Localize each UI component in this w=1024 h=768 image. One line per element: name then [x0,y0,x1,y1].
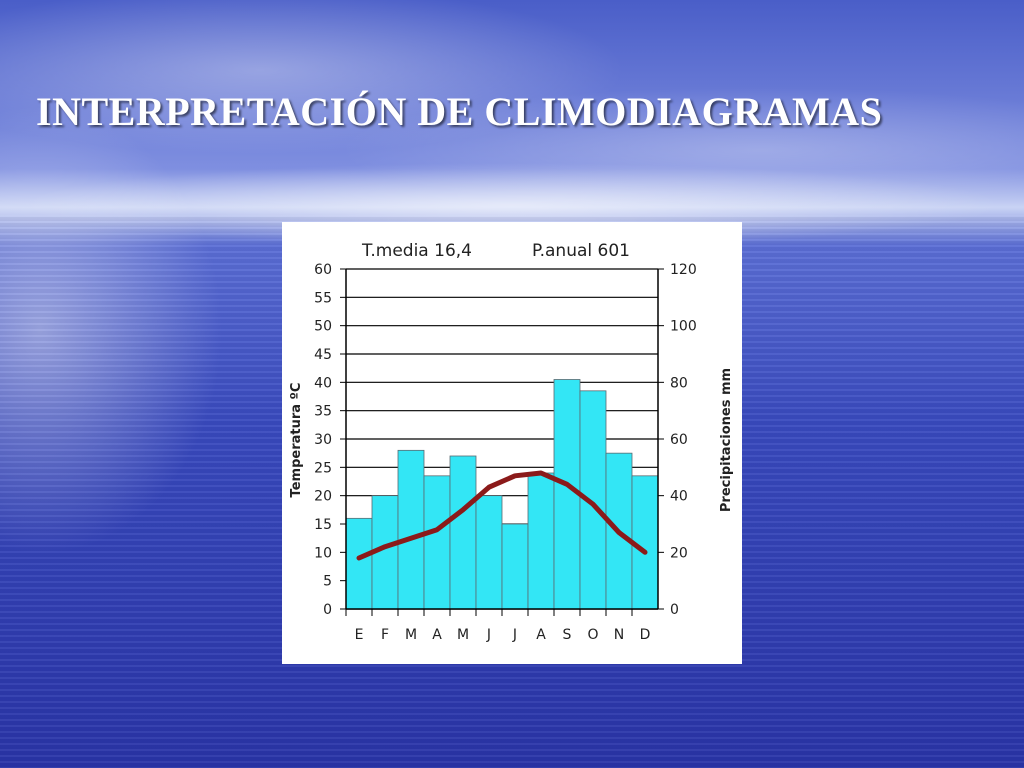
y-tick-label: 40 [314,375,332,391]
climate-chart-card: T.media 16,4 P.anual 601 Temperatura ºC … [282,222,742,664]
chart-title: T.media 16,4 [361,241,472,261]
slide-title: INTERPRETACIÓN DE CLIMODIAGRAMAS [36,89,883,134]
x-tick-label: S [563,627,572,643]
temperature-line [356,470,648,561]
y-tick-label: 15 [314,517,332,533]
x-tick-label: N [614,627,624,643]
precip-bar [449,455,477,610]
y2-tick-label: 60 [670,432,688,448]
y2-tick-label: 0 [670,602,679,618]
x-tick-label: A [432,627,442,643]
x-tick-label: E [355,627,364,643]
y-tick-label: 0 [323,602,332,618]
x-tick-label: A [536,627,546,643]
x-tick-label: J [512,627,517,643]
y-tick-label: 55 [314,290,332,306]
y2-tick-label: 120 [670,262,697,278]
x-tick-label: D [640,627,651,643]
x-tick-label: M [405,627,417,643]
y2-tick-label: 40 [670,489,688,505]
x-tick-label: O [587,627,598,643]
y-tick-label: 20 [314,489,332,505]
y-tick-label: 60 [314,262,332,278]
precip-bar [345,517,373,610]
chart-subtitle: P.anual 601 [532,241,630,261]
climodiagram-chart: T.media 16,4 P.anual 601 Temperatura ºC … [289,241,734,643]
precip-bar [475,495,503,610]
precip-bar [423,475,451,610]
x-tick-label: J [486,627,491,643]
y-tick-label: 45 [314,347,332,363]
y2-tick-label: 80 [670,375,688,391]
y-tick-label: 25 [314,460,332,476]
y2-axis-label: Precipitaciones mm [719,368,734,512]
y-tick-label: 35 [314,404,332,420]
y2-tick-label: 20 [670,545,688,561]
y-tick-label: 30 [314,432,332,448]
y-tick-label: 5 [323,574,332,590]
precip-bar [501,523,529,610]
y2-tick-label: 100 [670,319,697,335]
x-tick-label: M [457,627,469,643]
y-tick-label: 10 [314,545,332,561]
y-tick-label: 50 [314,319,332,335]
x-tick-label: F [381,627,389,643]
precip-bar [527,472,555,610]
y-axis-label: Temperatura ºC [289,383,304,498]
precip-bar [397,449,425,610]
